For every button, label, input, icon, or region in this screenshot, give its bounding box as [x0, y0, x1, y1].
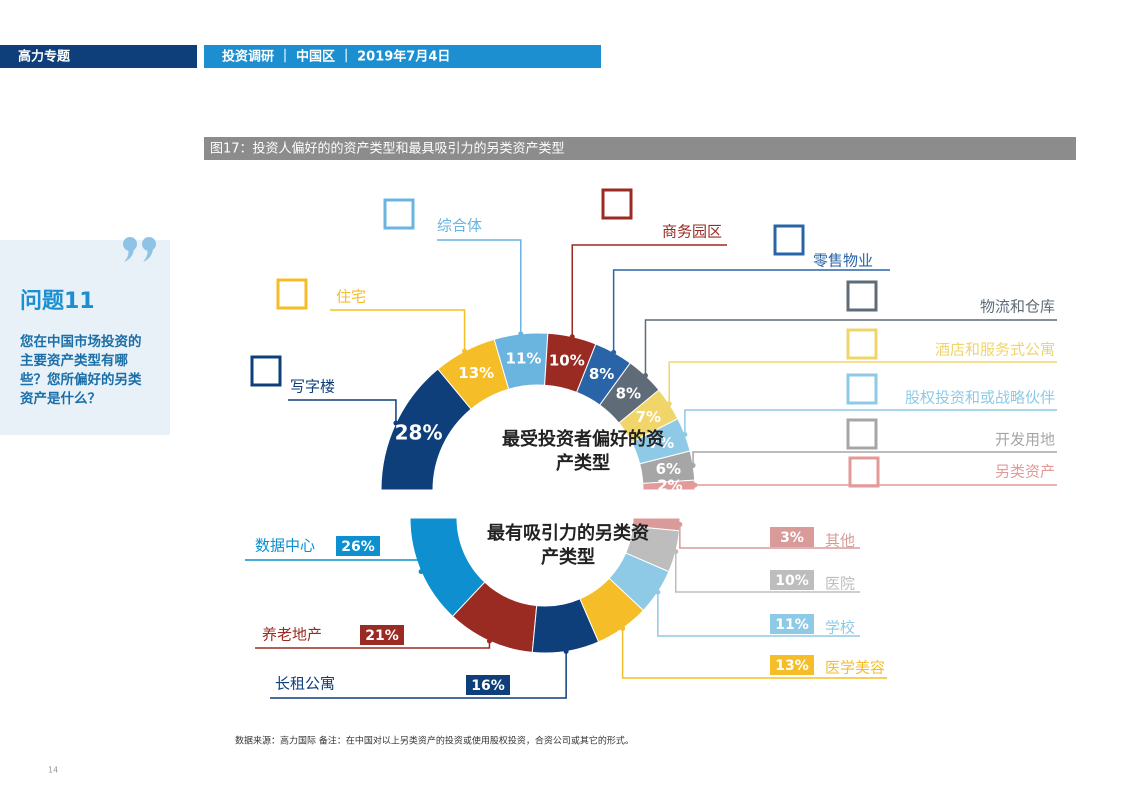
value-label: 26%: [341, 539, 375, 555]
leader-line: [684, 409, 1057, 435]
value-label: 13%: [458, 364, 494, 382]
category-label: 养老地产: [262, 626, 322, 644]
value-label: 21%: [365, 628, 399, 644]
category-icon: [601, 188, 633, 220]
leader-dot: [518, 331, 524, 337]
sidebar-text: 您在中国市场投资的主要资产类型有哪些？您所偏好的另类资产是什么？: [20, 334, 142, 407]
leader-dot: [666, 401, 672, 407]
leader-line: [621, 628, 887, 679]
leader-line: [330, 309, 466, 352]
category-icon: [848, 456, 880, 488]
leader-line: [437, 239, 522, 334]
value-label: 13%: [775, 658, 809, 674]
leader-dot: [677, 521, 683, 527]
category-label: 医学美容: [825, 659, 885, 677]
value-label: 8%: [616, 384, 641, 402]
value-box: [336, 536, 380, 556]
leader-line: [245, 559, 422, 572]
leader-dot: [655, 589, 661, 595]
leader-line: [288, 399, 397, 424]
value-label: 7%: [649, 434, 674, 452]
category-icon: [250, 355, 282, 387]
chart-title: 最有吸引力的另类资产类型: [487, 523, 649, 568]
leader-line: [668, 361, 1057, 404]
category-label: 商务园区: [662, 223, 722, 241]
category-icon: [383, 198, 415, 230]
page-number: 14: [48, 766, 58, 775]
category-label: 学校: [825, 619, 855, 637]
leader-dot: [673, 549, 679, 555]
category-label: 零售物业: [813, 252, 873, 270]
leader-line: [644, 319, 1057, 376]
leader-dot: [569, 334, 575, 340]
quote-mark: [123, 237, 156, 262]
leader-line: [675, 551, 860, 593]
category-label: 长租公寓: [275, 675, 335, 693]
category-label: 综合体: [437, 217, 482, 235]
value-box: [466, 675, 510, 695]
chart-title: 最受投资者偏好的资产类型: [502, 429, 664, 474]
value-box: [770, 614, 814, 634]
category-label: 股权投资和或战略伙伴: [905, 389, 1055, 407]
header-bar: [0, 45, 197, 68]
value-label: 3%: [780, 530, 804, 546]
value-box: [770, 570, 814, 590]
leader-dot: [642, 373, 648, 379]
leader-dot: [462, 348, 468, 354]
leader-dot: [418, 569, 424, 575]
category-label: 写字楼: [290, 378, 335, 396]
leader-line: [270, 651, 567, 699]
sidebar-question: 问题11: [20, 289, 95, 314]
leader-dot: [620, 625, 626, 631]
value-label: 10%: [775, 573, 809, 589]
category-label: 住宅: [336, 288, 366, 306]
value-label: 16%: [471, 678, 505, 694]
category-label: 物流和仓库: [980, 298, 1055, 316]
category-icon: [773, 224, 805, 256]
leader-dot: [393, 420, 399, 426]
leader-line: [657, 592, 860, 637]
figure-title: 图17：投资人偏好的的资产类型和最具吸引力的另类资产类型: [210, 141, 565, 157]
category-icon: [846, 418, 878, 450]
leader-dot: [692, 482, 698, 488]
category-icon: [276, 278, 308, 310]
header-subtitle: 投资调研 ｜ 中国区 ｜ 2019年7月4日: [222, 49, 450, 65]
value-label: 10%: [549, 352, 585, 370]
figure-title-bar: [204, 137, 1076, 160]
value-label: 28%: [395, 420, 443, 444]
value-label: 8%: [589, 365, 614, 383]
category-label: 医院: [825, 575, 855, 593]
leader-dot: [690, 462, 696, 468]
category-icon: [846, 280, 878, 312]
leader-line: [612, 269, 890, 353]
category-label: 酒店和服务式公寓: [935, 341, 1055, 359]
leader-dot: [682, 432, 688, 438]
category-label: 开发用地: [995, 431, 1055, 449]
value-box: [770, 655, 814, 675]
value-label: 7%: [636, 408, 661, 426]
leader-dot: [486, 638, 492, 644]
leader-line: [679, 524, 860, 549]
header-section: 高力专题: [18, 49, 71, 65]
leader-dot: [563, 648, 569, 654]
leader-line: [692, 451, 1057, 466]
value-label: 11%: [775, 617, 809, 633]
value-box: [360, 625, 404, 645]
category-label: 另类资产: [995, 463, 1055, 481]
value-box: [770, 527, 814, 547]
value-label: 6%: [656, 460, 681, 478]
category-icon: [846, 373, 878, 405]
value-label: 11%: [506, 349, 542, 367]
source-note: 数据来源：高力国际 备注：在中国对以上另类资产的投资或使用股权投资，合资公司或其…: [235, 735, 634, 747]
header-bar: [204, 45, 601, 68]
leader-line: [571, 244, 727, 337]
value-label: 2%: [657, 476, 682, 494]
leader-dot: [611, 349, 617, 355]
category-icon: [846, 328, 878, 360]
category-label: 数据中心: [255, 537, 315, 555]
category-label: 其他: [825, 532, 855, 550]
sidebar-panel: [0, 240, 170, 435]
